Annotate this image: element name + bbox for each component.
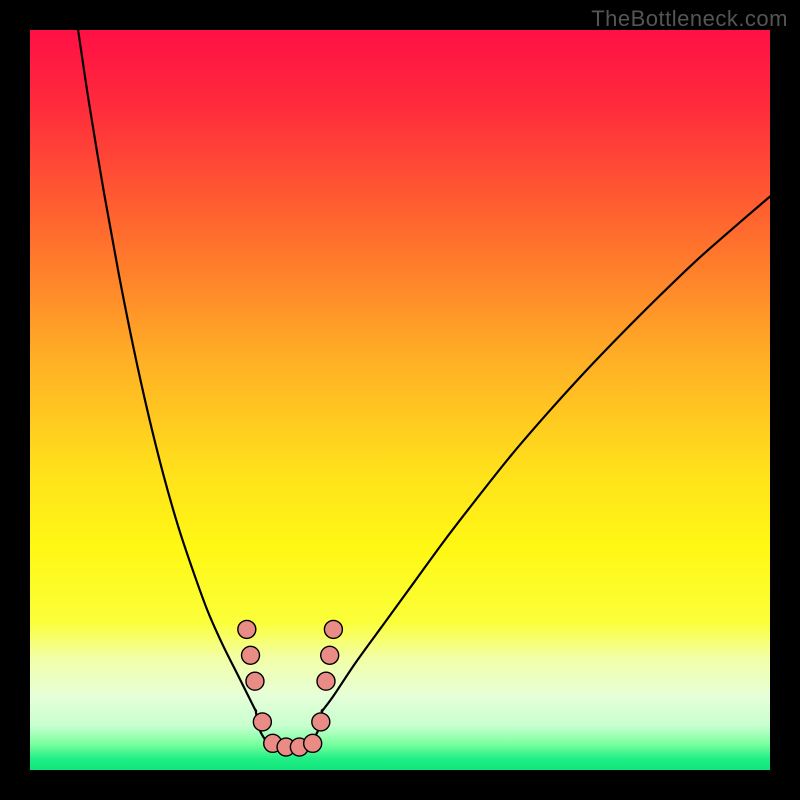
data-marker — [238, 620, 256, 638]
watermark-text: TheBottleneck.com — [591, 6, 788, 32]
data-marker — [304, 734, 322, 752]
data-marker — [317, 672, 335, 690]
data-marker — [242, 646, 260, 664]
data-marker — [253, 713, 271, 731]
data-marker — [321, 646, 339, 664]
figure-root: TheBottleneck.com — [0, 0, 800, 800]
gradient-background — [30, 30, 770, 770]
bottleneck-chart — [30, 30, 770, 770]
data-marker — [324, 620, 342, 638]
data-marker — [246, 672, 264, 690]
plot-area — [30, 30, 770, 770]
data-marker — [312, 713, 330, 731]
